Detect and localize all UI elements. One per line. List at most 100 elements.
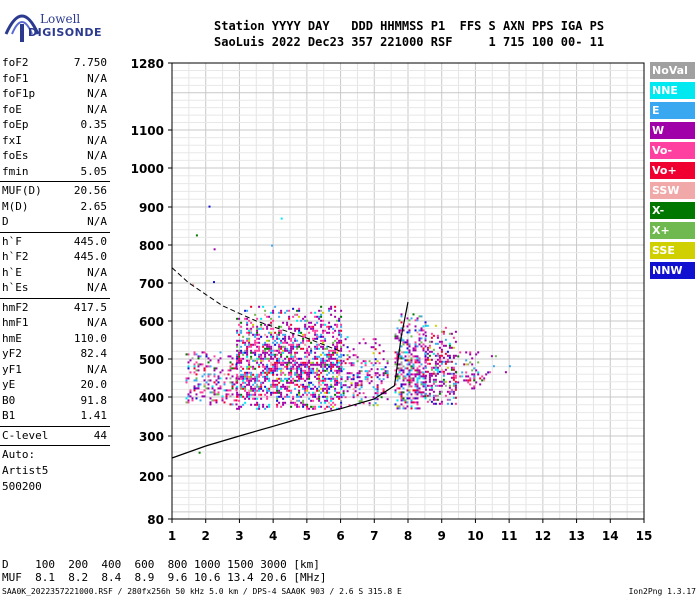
echo-point <box>356 356 359 359</box>
echo-point <box>308 345 311 348</box>
echo-point <box>276 385 279 388</box>
echo-point <box>278 345 281 348</box>
echo-point <box>274 343 277 346</box>
echo-point <box>266 371 269 374</box>
echo-point <box>314 331 317 334</box>
echo-point <box>444 362 447 365</box>
echo-point <box>483 377 486 380</box>
echo-point <box>312 357 315 360</box>
echo-point <box>444 360 447 363</box>
echo-point <box>434 394 437 397</box>
echo-point <box>248 343 251 346</box>
echo-point <box>410 317 413 320</box>
echo-point <box>292 355 295 358</box>
echo-point <box>306 371 309 374</box>
echo-point <box>258 349 261 352</box>
echo-point <box>322 375 325 378</box>
echo-point <box>270 331 273 334</box>
echo-point <box>414 359 417 362</box>
echo-point <box>372 386 375 389</box>
echo-point <box>434 384 437 387</box>
echo-point <box>338 397 341 400</box>
echo-point <box>236 345 239 348</box>
echo-point <box>280 391 283 394</box>
echo-point <box>280 379 283 382</box>
echo-point <box>268 349 271 352</box>
echo-point <box>308 407 311 410</box>
echo-point <box>372 346 375 349</box>
echo-point <box>332 343 335 346</box>
echo-point <box>250 403 253 406</box>
echo-point <box>442 330 445 333</box>
echo-point <box>328 353 331 356</box>
echo-point <box>406 343 409 346</box>
echo-point <box>320 315 323 318</box>
echo-point <box>438 392 441 395</box>
echo-point <box>248 331 251 334</box>
echo-point <box>420 327 423 330</box>
echo-point <box>394 403 397 406</box>
echo-point <box>207 361 210 364</box>
echo-point <box>242 335 245 338</box>
echo-point <box>479 377 482 380</box>
echo-point <box>219 385 222 388</box>
echo-point <box>340 378 343 381</box>
echo-point <box>428 340 431 343</box>
param-row: h`F2 445.0 <box>0 250 110 266</box>
echo-point <box>340 383 343 386</box>
echo-point <box>340 315 343 318</box>
echo-point <box>428 354 431 357</box>
echo-point <box>452 356 455 359</box>
echo-point <box>264 323 267 326</box>
echo-point <box>304 371 307 374</box>
echo-point <box>366 376 369 379</box>
echo-point <box>308 369 311 372</box>
legend-item: NNE <box>650 82 695 99</box>
echo-point <box>410 381 413 384</box>
echo-point <box>402 329 405 332</box>
echo-point <box>294 383 297 386</box>
echo-point <box>348 404 351 407</box>
echo-point <box>306 339 309 342</box>
echo-point <box>400 339 403 342</box>
echo-point <box>266 363 269 366</box>
echo-point <box>276 361 279 364</box>
echo-point <box>340 396 343 399</box>
echo-point <box>420 371 423 374</box>
echo-point <box>424 374 427 377</box>
echo-point <box>250 377 253 380</box>
echo-point <box>244 373 247 376</box>
echo-point <box>398 405 401 408</box>
echo-point <box>286 361 289 364</box>
param-value: N/A <box>87 281 107 294</box>
echo-point <box>282 333 285 336</box>
echo-point <box>240 365 243 368</box>
echo-point <box>260 397 263 400</box>
echo-point <box>290 373 293 376</box>
echo-point <box>302 405 305 408</box>
echo-point <box>408 379 411 382</box>
echo-point <box>280 339 283 342</box>
echo-point <box>418 343 421 346</box>
echo-point <box>338 341 341 344</box>
echo-point <box>340 345 343 348</box>
param-value: 445.0 <box>73 234 107 248</box>
echo-point <box>416 389 419 392</box>
echo-point <box>266 375 269 378</box>
echo-point <box>256 325 259 328</box>
echo-point <box>250 321 253 324</box>
echo-point <box>213 369 216 372</box>
echo-point <box>430 336 433 339</box>
echo-point <box>258 353 261 356</box>
echo-point <box>256 359 259 362</box>
echo-point <box>304 361 307 364</box>
echo-point <box>246 373 249 376</box>
echo-point <box>471 363 474 366</box>
echo-point <box>264 349 267 352</box>
param-label: yF2 <box>2 347 22 360</box>
echo-point <box>300 377 303 380</box>
echo-point <box>244 341 247 344</box>
echo-point <box>322 359 325 362</box>
echo-point <box>402 351 405 354</box>
echo-point <box>372 338 375 341</box>
